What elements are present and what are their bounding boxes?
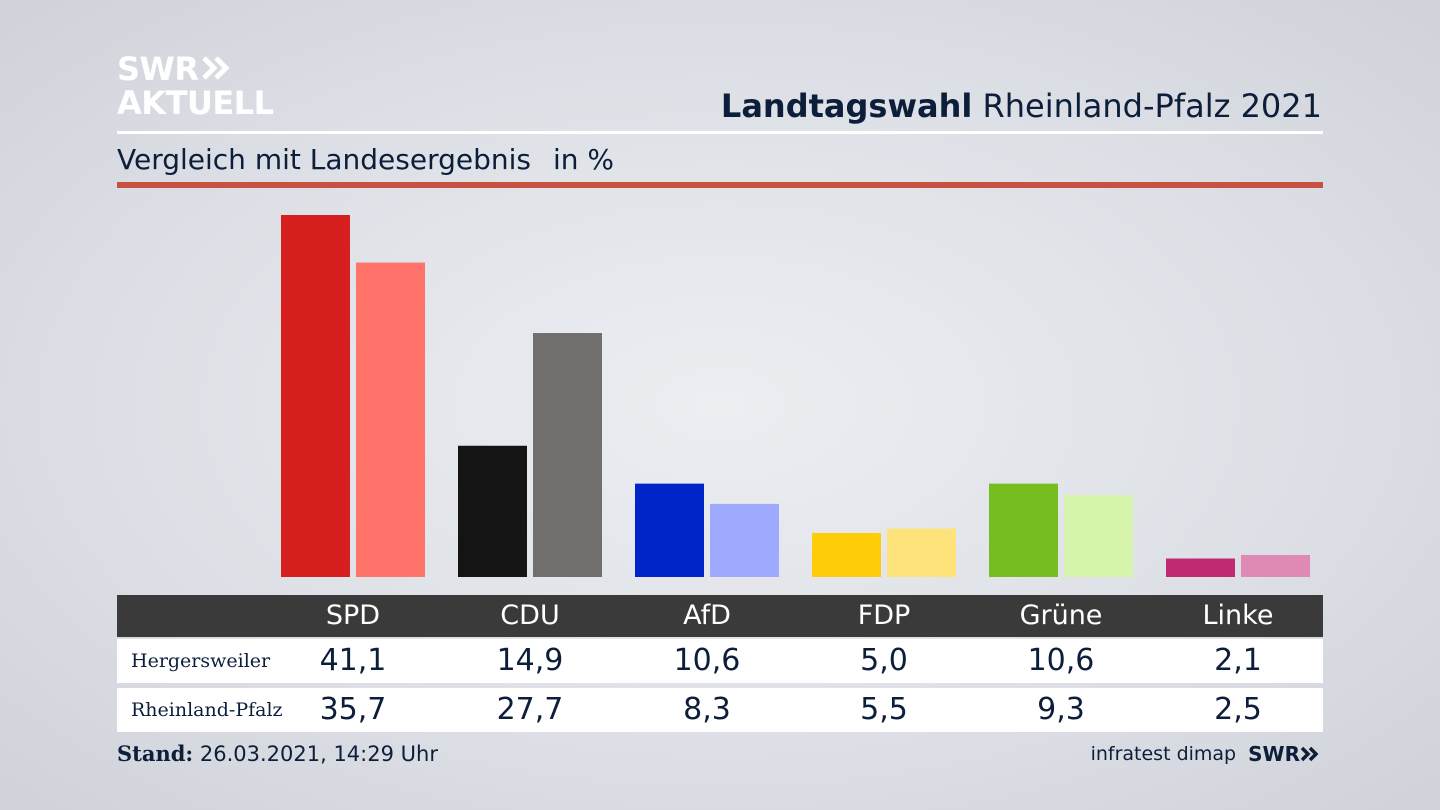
timestamp: Stand: 26.03.2021, 14:29 Uhr <box>117 740 438 768</box>
value-spd-state: 35,7 <box>319 692 387 727</box>
value-cdu-state: 27,7 <box>496 692 564 727</box>
results-table: SPD CDU AfD FDP Grüne Linke Hergersweiler 41,… <box>117 595 1323 732</box>
value-afd-local: 10,6 <box>673 643 741 678</box>
bar-cdu-local <box>458 445 527 577</box>
row-label-local: Hergersweiler <box>131 650 271 672</box>
bar-linke-state <box>1241 554 1310 577</box>
table-row-state: Rheinland-Pfalz 35,7 27,7 8,3 5,5 9,3 2,5 <box>117 688 1323 732</box>
value-gruene-local: 10,6 <box>1027 643 1095 678</box>
subtitle-text: Vergleich mit Landesergebnis <box>117 143 531 176</box>
bar-fdp-state <box>887 528 956 577</box>
bar-linke-local <box>1166 558 1235 577</box>
value-spd-local: 41,1 <box>319 643 387 678</box>
value-fdp-local: 5,0 <box>860 643 908 678</box>
party-header-cdu: CDU <box>500 600 560 631</box>
row-label-state: Rheinland-Pfalz <box>131 699 283 721</box>
title-bold: Landtagswahl <box>720 87 973 125</box>
bar-chart <box>281 215 1310 577</box>
unit-label: in % <box>552 143 615 176</box>
bar-gruene-local <box>989 483 1058 577</box>
logo-aktuell-text: AKTUELL <box>117 84 274 122</box>
swr-small-logo: SWR <box>1248 740 1322 768</box>
double-chevron-small-icon <box>1300 746 1319 762</box>
title-divider <box>117 131 1323 134</box>
double-chevron-icon <box>202 52 232 86</box>
stand-value: 26.03.2021, 14:29 Uhr <box>193 742 438 766</box>
bar-spd-state <box>356 262 425 577</box>
bar-cdu-state <box>533 333 602 577</box>
party-header-spd: SPD <box>325 600 381 631</box>
logo-swr-text: SWR <box>117 50 199 88</box>
value-linke-state: 2,5 <box>1214 692 1262 727</box>
value-cdu-local: 14,9 <box>496 643 564 678</box>
party-header-linke: Linke <box>1202 600 1274 631</box>
footer-credits: infratest dimap SWR <box>1091 740 1322 768</box>
value-afd-state: 8,3 <box>683 692 731 727</box>
bar-spd-local <box>281 215 350 577</box>
swr-small-text: SWR <box>1248 742 1300 766</box>
value-gruene-state: 9,3 <box>1037 692 1085 727</box>
value-fdp-state: 5,5 <box>860 692 908 727</box>
table-row-local: Hergersweiler 41,1 14,9 10,6 5,0 10,6 2,1 <box>117 639 1323 683</box>
subtitle-divider <box>117 182 1323 188</box>
stand-label: Stand: <box>117 741 194 766</box>
value-linke-local: 2,1 <box>1214 643 1262 678</box>
party-header-gruene: Grüne <box>1019 600 1103 631</box>
bar-afd-state <box>710 503 779 577</box>
page-title: Landtagswahl Rheinland-Pfalz 2021 <box>721 86 1322 126</box>
logo-line-swr: SWR <box>117 52 277 86</box>
bar-fdp-local <box>812 532 881 577</box>
table-header: SPD CDU AfD FDP Grüne Linke <box>117 595 1323 637</box>
chart-subtitle: Vergleich mit Landesergebnis in % <box>117 142 614 178</box>
party-header-fdp: FDP <box>857 600 911 631</box>
swr-aktuell-logo: SWR AKTUELL <box>117 52 277 120</box>
title-rest: Rheinland-Pfalz 2021 <box>972 87 1322 125</box>
party-header-afd: AfD <box>683 600 731 631</box>
source-label: infratest dimap <box>1090 743 1237 765</box>
bar-gruene-state <box>1064 495 1133 577</box>
bar-afd-local <box>635 483 704 577</box>
